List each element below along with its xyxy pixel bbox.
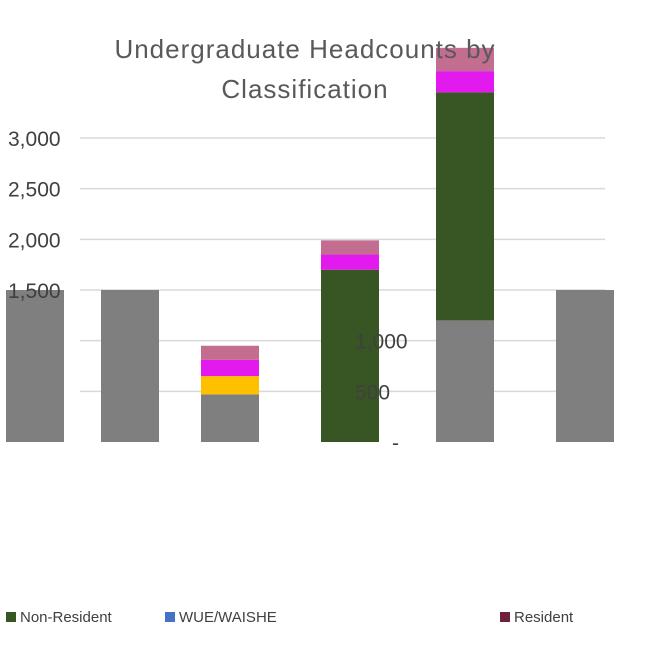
y-tick-label: 1,000 bbox=[355, 331, 408, 354]
bars bbox=[6, 47, 614, 442]
bar-segment bbox=[321, 240, 379, 255]
y-tick-label: 1,500 bbox=[8, 280, 61, 303]
y-tick-label: - bbox=[392, 432, 399, 455]
bar-segment bbox=[556, 290, 614, 442]
chart-title-line2: Classification bbox=[221, 74, 388, 104]
bar-segment bbox=[436, 92, 494, 321]
legend-swatch bbox=[500, 612, 510, 622]
y-axis: - 500 1,000 1,500 2,000 2,500 3,000 bbox=[8, 128, 408, 455]
y-tick-label: 500 bbox=[355, 381, 390, 404]
legend: Non-Resident WUE/WAISHE Resident bbox=[6, 609, 574, 626]
y-tick-label: 2,000 bbox=[8, 229, 61, 252]
legend-label: Resident bbox=[514, 609, 574, 626]
y-tick-label: 2,500 bbox=[8, 179, 61, 202]
bar-segment bbox=[101, 290, 159, 442]
legend-label: WUE/WAISHE bbox=[179, 609, 277, 626]
legend-swatch bbox=[6, 612, 16, 622]
bar-segment bbox=[201, 394, 259, 442]
legend-swatch bbox=[165, 612, 175, 622]
y-tick-label: 3,000 bbox=[8, 128, 61, 151]
bar-segment bbox=[321, 254, 379, 270]
bar-segment bbox=[6, 290, 64, 442]
bar-segment bbox=[436, 320, 494, 442]
chart-title-line1: Undergraduate Headcounts by bbox=[114, 34, 495, 64]
bar-segment bbox=[201, 345, 259, 360]
bar-segment bbox=[201, 376, 259, 395]
legend-label: Non-Resident bbox=[20, 609, 113, 626]
bar-segment bbox=[436, 47, 494, 72]
bar-segment bbox=[201, 359, 259, 377]
bar-segment bbox=[436, 71, 494, 93]
bar-segment bbox=[321, 269, 379, 442]
